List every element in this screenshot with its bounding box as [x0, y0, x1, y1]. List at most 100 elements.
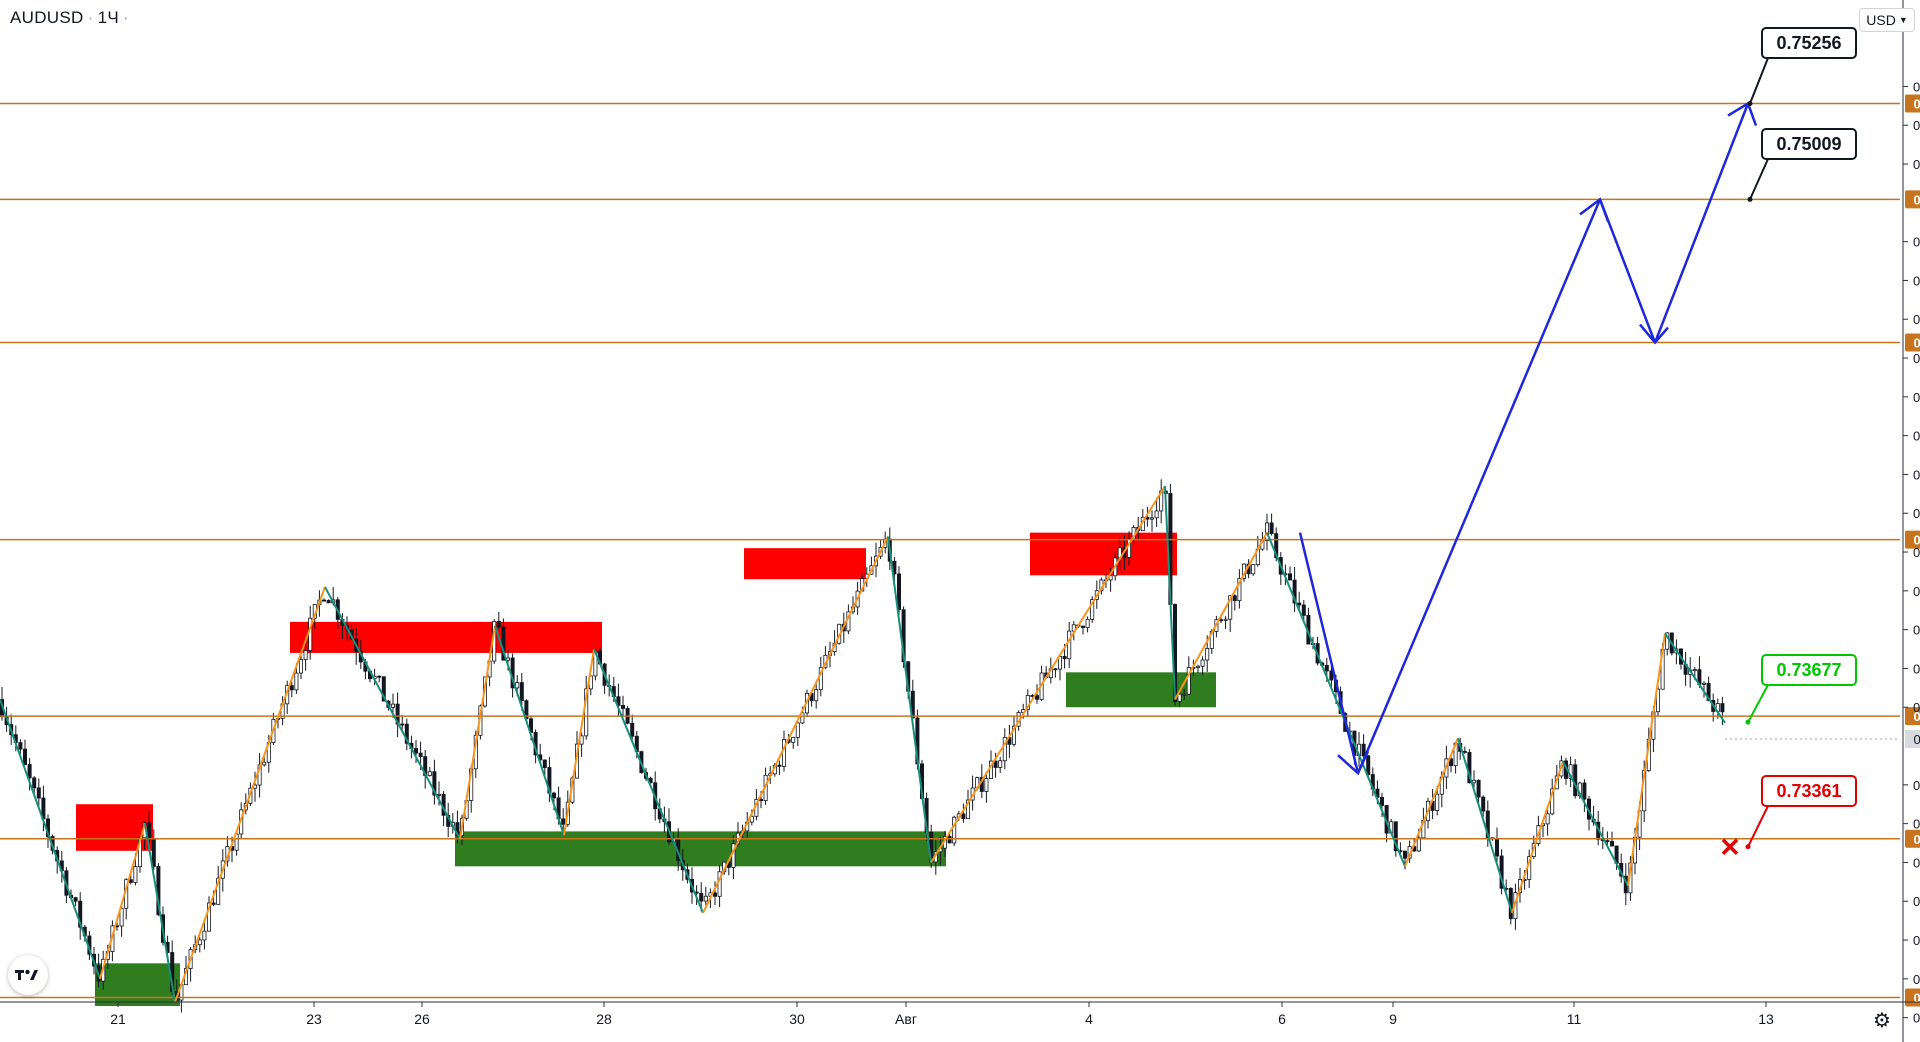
candle [377, 675, 382, 683]
zigzag-up-leg [702, 536, 889, 914]
level-price-label: 0.75009 [1914, 192, 1920, 207]
target-2-callout-anchor [1747, 101, 1753, 107]
candle [36, 778, 41, 807]
forecast-leg [1598, 198, 1657, 343]
candle-body [1324, 665, 1329, 672]
candle [427, 766, 432, 777]
level-price-tag [1905, 94, 1920, 113]
candle-body [400, 723, 405, 726]
candle [814, 681, 819, 709]
candle-body [404, 723, 409, 744]
target-1-callout-pointer [1749, 158, 1769, 200]
candle [998, 756, 1003, 774]
price-tick-label: 0.73000 [1913, 972, 1920, 987]
candle-body [78, 900, 83, 928]
candle-body [1610, 841, 1615, 847]
candle-body [298, 659, 303, 674]
timeframe-label: 1Ч [97, 8, 119, 27]
target-1-callout-box [1761, 128, 1857, 160]
candle [713, 881, 718, 906]
candle-body [27, 764, 32, 779]
candle-body [1582, 782, 1587, 800]
candle-body [381, 676, 386, 702]
price-tick-label: 0.73500 [1913, 778, 1920, 793]
candle-body [216, 877, 221, 905]
level-price-label: 0.72952 [1914, 990, 1920, 1005]
price-tick-label: 0.72900 [1913, 1011, 1920, 1026]
candle-body [262, 761, 267, 766]
forecast-leg [1356, 198, 1602, 774]
level-price-label: 0.73361 [1914, 832, 1920, 847]
candle [423, 749, 428, 789]
price-tick-label: 0.73400 [1913, 817, 1920, 832]
candle-body [1223, 618, 1228, 621]
candle-body [699, 892, 704, 902]
candle [1012, 716, 1017, 747]
candle-body [561, 818, 566, 825]
candle-body [1200, 659, 1205, 667]
candle-body [1297, 602, 1302, 606]
price-tick-label: 0.73800 [1913, 661, 1920, 676]
candle-body [418, 752, 423, 758]
candle [1702, 681, 1707, 698]
candle-body [1706, 682, 1711, 701]
candle-body [759, 799, 764, 801]
price-tick-label: 0.74100 [1913, 545, 1920, 560]
candle-body [993, 760, 998, 768]
level-price-label: 0.74132 [1914, 533, 1920, 548]
candle [1265, 513, 1270, 551]
candle [1090, 596, 1095, 623]
candle-body [1361, 743, 1366, 757]
candle-body [211, 902, 216, 905]
demand-zone [1066, 672, 1216, 708]
candle [73, 896, 78, 907]
level-price-label: 0.75256 [1914, 97, 1920, 112]
target-2-callout: 0.75256 [1747, 27, 1857, 107]
candle-body [427, 771, 432, 776]
candle [952, 815, 957, 847]
price-tick-label: 0.74700 [1913, 312, 1920, 327]
zigzag-down-leg [0, 699, 101, 980]
price-tick-label: 0.73900 [1913, 623, 1920, 638]
candle-body [1053, 668, 1058, 671]
candle [404, 718, 409, 751]
title-separator-2: · [122, 8, 129, 27]
zigzag-up-leg [1511, 761, 1564, 914]
candle-body [1573, 764, 1578, 797]
candle [326, 599, 331, 604]
level-price-tag [1905, 190, 1920, 209]
candle [206, 896, 211, 932]
tradingview-logo[interactable] [8, 955, 48, 995]
candle [1292, 567, 1297, 613]
candle [303, 640, 308, 671]
gear-icon[interactable]: ⚙ [1873, 1008, 1891, 1032]
symbol-title[interactable]: AUDUSD · 1Ч · [10, 8, 133, 28]
candle [1449, 755, 1454, 773]
candle [18, 739, 23, 755]
time-tick-label: Авг [895, 1011, 917, 1027]
candle-body [1665, 632, 1670, 650]
candle-body [294, 672, 299, 691]
zigzag-down-leg [1562, 761, 1629, 887]
candle-body [151, 839, 156, 867]
target-1-callout-label: 0.75009 [1776, 134, 1841, 154]
candle-body [496, 620, 501, 628]
candle-body [1081, 625, 1086, 628]
stop-callout-pointer [1747, 805, 1769, 848]
candle-body [1416, 837, 1421, 852]
time-tick-label: 21 [110, 1011, 126, 1027]
candle-body [22, 748, 27, 765]
candle [1223, 616, 1228, 629]
candle [197, 937, 202, 953]
candle-body [984, 778, 989, 792]
price-tick-label: 0.74800 [1913, 273, 1920, 288]
time-tick-label: 9 [1389, 1011, 1397, 1027]
zigzag-down-leg [144, 823, 176, 1003]
forecast-layer [1298, 101, 1758, 776]
candle-body [1035, 695, 1040, 700]
candle-body [1090, 599, 1095, 620]
candle [1619, 853, 1624, 883]
currency-selector[interactable]: USD ▼ [1859, 8, 1915, 32]
candle [1200, 656, 1205, 676]
